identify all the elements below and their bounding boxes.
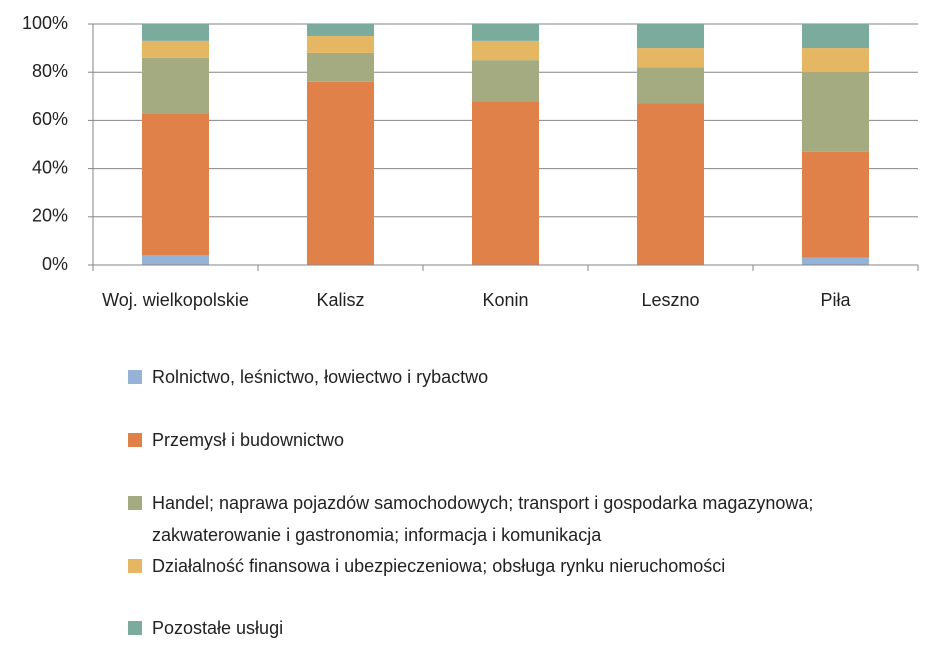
x-tick-label: Piła [820, 290, 851, 310]
bar-segment [142, 40, 209, 58]
legend-swatch [128, 370, 142, 384]
y-tick-label: 60% [32, 109, 68, 129]
bar-segment [307, 36, 374, 53]
y-tick-label: 40% [32, 157, 68, 177]
bar-segment [637, 24, 704, 49]
y-tick-label: 0% [42, 254, 68, 274]
y-tick-label: 100% [22, 13, 68, 33]
bar-segment [472, 40, 539, 61]
legend-label: Rolnictwo, leśnictwo, łowiectwo i rybact… [152, 367, 489, 387]
legend-swatch [128, 433, 142, 447]
bar-segment [802, 257, 869, 265]
legend-label: Działalność finansowa i ubezpieczeniowa;… [152, 556, 726, 576]
bar-segment [307, 24, 374, 37]
x-tick-label: Kalisz [316, 290, 365, 310]
bar-segment [142, 255, 209, 265]
y-tick-label: 80% [32, 61, 68, 81]
legend-item: Rolnictwo, leśnictwo, łowiectwo i rybact… [128, 361, 924, 393]
bar-segment [802, 151, 869, 258]
legend-item: Działalność finansowa i ubezpieczeniowa;… [128, 550, 924, 582]
bar-segment [142, 24, 209, 41]
legend-item: Handel; naprawa pojazdów samochodowych; … [128, 487, 924, 551]
bar-segment [472, 24, 539, 41]
bar-segment [637, 103, 704, 265]
bar-segment [637, 67, 704, 104]
bar-segment [802, 72, 869, 152]
bar-segment [142, 113, 209, 256]
legend-label: Przemysł i budownictwo [152, 430, 345, 450]
legend-item: Pozostałe usługi [128, 612, 924, 644]
legend-swatch [128, 559, 142, 573]
legend-label: Handel; naprawa pojazdów samochodowych; … [152, 493, 814, 545]
legend-item: Przemysł i budownictwo [128, 424, 924, 456]
bar-segment [802, 48, 869, 73]
bar-segment [472, 101, 539, 266]
bar-segment [472, 60, 539, 102]
bar-segment [637, 48, 704, 68]
legend-label: Pozostałe usługi [152, 618, 284, 638]
bar-segment [307, 81, 374, 265]
legend-swatch [128, 496, 142, 510]
bar-segment [142, 57, 209, 114]
x-tick-label: Konin [482, 290, 529, 310]
bar-segment [802, 24, 869, 49]
x-tick-label: Leszno [641, 290, 700, 310]
y-tick-label: 20% [32, 206, 68, 226]
legend-swatch [128, 621, 142, 635]
bar-segment [307, 52, 374, 82]
x-tick-label: Woj. wielkopolskie [102, 290, 249, 310]
